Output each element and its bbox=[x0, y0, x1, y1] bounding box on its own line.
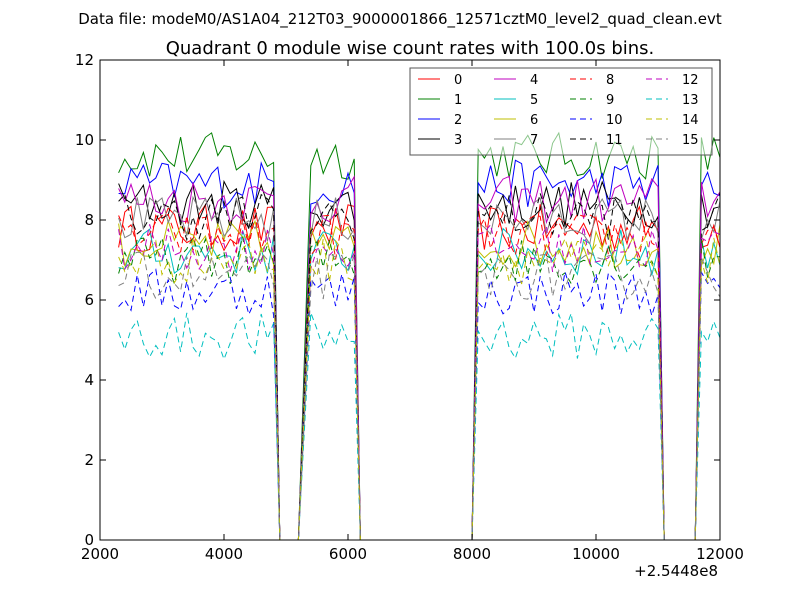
y-tick-label: 10 bbox=[75, 131, 94, 149]
legend-box bbox=[409, 67, 713, 156]
x-tick-label: 12000 bbox=[696, 545, 744, 563]
legend-label-9: 9 bbox=[606, 93, 614, 108]
y-tick-label: 6 bbox=[84, 291, 94, 309]
x-tick-label: 4000 bbox=[205, 545, 243, 563]
series-line-10 bbox=[118, 268, 721, 541]
series-line-8 bbox=[118, 210, 721, 541]
series-line-9 bbox=[118, 236, 720, 541]
chart-title: Quadrant 0 module wise count rates with … bbox=[166, 38, 655, 59]
legend-label-14: 14 bbox=[682, 113, 699, 128]
legend-label-3: 3 bbox=[454, 133, 462, 148]
series-line-13 bbox=[118, 312, 721, 541]
y-tick-label: 0 bbox=[84, 531, 94, 549]
y-tick-label: 8 bbox=[84, 211, 94, 229]
x-offset-label: +2.5448e8 bbox=[634, 562, 718, 580]
chart-suptitle: Data file: modeM0/AS1A04_212T03_90000018… bbox=[78, 10, 722, 29]
legend-label-7: 7 bbox=[530, 133, 538, 148]
legend-label-12: 12 bbox=[682, 73, 699, 88]
legend-label-4: 4 bbox=[530, 73, 538, 88]
legend-label-6: 6 bbox=[530, 113, 538, 128]
x-tick-label: 6000 bbox=[329, 545, 367, 563]
y-tick-label: 12 bbox=[75, 51, 94, 69]
y-tick-label: 4 bbox=[84, 371, 94, 389]
legend-label-2: 2 bbox=[454, 113, 462, 128]
x-tick-label: 10000 bbox=[572, 545, 620, 563]
legend-label-11: 11 bbox=[606, 133, 623, 148]
legend-label-0: 0 bbox=[454, 73, 462, 88]
legend-label-8: 8 bbox=[606, 73, 614, 88]
legend-label-10: 10 bbox=[606, 113, 623, 128]
legend-label-15: 15 bbox=[682, 133, 699, 148]
x-tick-label: 8000 bbox=[453, 545, 491, 563]
legend-label-1: 1 bbox=[454, 93, 462, 108]
x-tick-label: 2000 bbox=[81, 545, 119, 563]
legend-label-5: 5 bbox=[530, 93, 538, 108]
y-tick-label: 2 bbox=[84, 451, 94, 469]
legend-label-13: 13 bbox=[682, 93, 699, 108]
series-line-12 bbox=[118, 223, 721, 541]
